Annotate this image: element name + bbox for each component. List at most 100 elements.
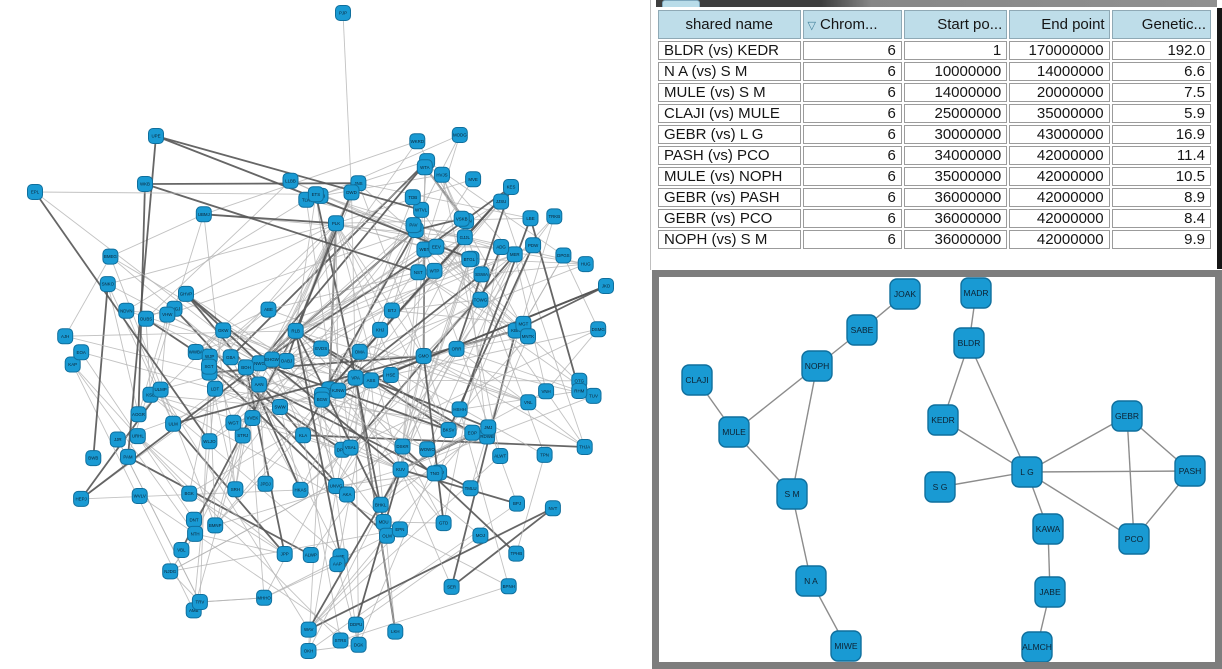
node-shape[interactable] [681, 364, 713, 396]
detail-network-canvas[interactable]: JOAK MADR SABE NOPH CLAJI MULE BLDR KEDR GEBR L G… [659, 277, 1215, 662]
network-node[interactable]: ADG [493, 239, 510, 255]
network-node[interactable]: VSAL [342, 439, 359, 456]
network-node[interactable]: BWB [85, 450, 102, 467]
network-node[interactable]: NJDG [162, 563, 179, 580]
network-node[interactable]: HSE [382, 367, 399, 383]
column-header-start-position[interactable]: Start po... [903, 10, 1008, 39]
network-node[interactable]: OABJ [278, 353, 295, 369]
node-shape[interactable] [1118, 523, 1150, 555]
network-node[interactable]: STRJ [234, 427, 251, 444]
node-s-m[interactable]: S M [776, 478, 808, 510]
network-node[interactable]: UBMJ [195, 206, 212, 223]
network-node[interactable]: WTA [416, 159, 433, 176]
network-node[interactable]: JJR [109, 431, 126, 448]
network-node[interactable]: GMO [415, 348, 432, 364]
network-node[interactable]: VVEK [244, 410, 261, 426]
network-node[interactable]: ETS [307, 186, 324, 203]
network-node[interactable]: TRV [191, 594, 208, 610]
node-shape[interactable] [795, 565, 827, 597]
table-row[interactable]: N A (vs) S M 6 10000000 14000000 6.6 [658, 62, 1211, 81]
node-joak[interactable]: JOAK [889, 278, 921, 310]
network-node[interactable]: PDW [525, 237, 542, 254]
network-node[interactable]: EPN [391, 521, 408, 538]
table-row[interactable]: NOPH (vs) S M 6 36000000 42000000 9.9 [658, 230, 1211, 249]
network-node[interactable]: OUBS [138, 310, 154, 327]
node-shape[interactable] [1011, 456, 1043, 488]
network-node[interactable]: MODG [451, 127, 468, 143]
node-n-a[interactable]: N A [795, 565, 827, 597]
column-header-chromosome[interactable]: ▽ Chrom... [802, 10, 902, 39]
network-node[interactable]: GTD [435, 515, 452, 532]
network-node[interactable]: KLA [295, 427, 312, 444]
network-node[interactable]: KAP [64, 356, 81, 373]
network-node[interactable]: VSKB [453, 210, 470, 227]
network-node[interactable]: AJH [57, 328, 74, 345]
node-shape[interactable] [830, 630, 862, 662]
network-node[interactable]: JMJ [480, 419, 497, 436]
table-row[interactable]: GEBR (vs) PASH 6 36000000 42000000 8.9 [658, 188, 1211, 207]
network-node[interactable]: KHJ [372, 321, 389, 338]
network-node[interactable]: LBE [522, 210, 539, 227]
node-shape[interactable] [924, 471, 956, 503]
network-node[interactable]: HSHH [451, 401, 468, 418]
network-node[interactable]: DDPU [348, 616, 365, 633]
overview-nodes[interactable]: PLKSTRJHEPJJPPORRPGUHUGMDUGBAWBTAUOPNJLW… [27, 5, 614, 659]
network-node[interactable]: AAP [329, 556, 346, 573]
node-shape[interactable] [846, 314, 878, 346]
network-node[interactable]: NDVN [118, 302, 135, 319]
network-node[interactable]: WWBA [187, 344, 204, 360]
network-node[interactable]: AAN [251, 376, 268, 393]
network-node[interactable]: HVJS [434, 166, 450, 183]
node-claji[interactable]: CLAJI [681, 364, 713, 396]
node-mule[interactable]: MULE [718, 416, 750, 448]
network-node[interactable]: JJSU [493, 193, 510, 210]
network-node[interactable]: EPL [27, 184, 43, 200]
network-node[interactable]: VHW [159, 306, 176, 323]
network-node[interactable]: TUV [585, 387, 602, 404]
network-node[interactable]: EOA [73, 344, 90, 361]
node-gebr[interactable]: GEBR [1111, 400, 1143, 432]
table-row[interactable]: GEBR (vs) L G 6 30000000 43000000 16.9 [658, 125, 1211, 144]
network-node[interactable]: WVLV [131, 488, 148, 504]
network-node[interactable]: DPGS [555, 247, 572, 264]
filter-icon[interactable]: ▽ [807, 20, 816, 32]
network-node[interactable]: WTVL [413, 201, 430, 218]
network-node[interactable]: WKRD [409, 133, 426, 150]
network-node[interactable]: DSKR [394, 438, 411, 455]
network-node[interactable]: PAM [120, 448, 136, 465]
network-node[interactable]: BPNH [500, 578, 517, 595]
network-node[interactable]: HKAS [292, 481, 309, 498]
network-node[interactable]: OMA [351, 343, 368, 360]
node-pco[interactable]: PCO [1118, 523, 1150, 555]
node-jabe[interactable]: JABE [1034, 576, 1066, 608]
network-node[interactable]: GJJL [456, 229, 473, 246]
network-node[interactable]: BGK [181, 485, 198, 502]
network-node[interactable]: NTH [187, 525, 204, 542]
network-node[interactable]: MNTK [520, 328, 536, 345]
network-node[interactable]: SRH [227, 481, 244, 498]
node-shape[interactable] [718, 416, 750, 448]
table-row[interactable]: MULE (vs) S M 6 14000000 20000000 7.5 [658, 83, 1211, 102]
network-node[interactable]: TPHB [508, 545, 525, 562]
network-node[interactable]: EVDS [313, 340, 330, 357]
network-node[interactable]: WBT [416, 241, 433, 258]
network-node[interactable]: LKH [387, 623, 404, 640]
node-shape[interactable] [1021, 631, 1053, 662]
network-node[interactable]: LLBB [282, 172, 299, 189]
node-shape[interactable] [801, 350, 833, 382]
network-node[interactable]: DGK [350, 636, 367, 653]
network-node[interactable]: PAV [405, 217, 422, 234]
node-noph[interactable]: NOPH [801, 350, 833, 382]
network-node[interactable]: VBL [173, 542, 190, 558]
node-shape[interactable] [889, 278, 921, 310]
network-node[interactable]: HEPJ [73, 490, 90, 507]
network-node[interactable]: TNO [426, 465, 443, 482]
node-shape[interactable] [960, 277, 992, 309]
network-node[interactable]: KUV [392, 461, 409, 478]
network-node[interactable]: BOH [238, 359, 254, 376]
network-node[interactable]: KJNW [330, 382, 347, 399]
network-node[interactable]: SWW [272, 399, 288, 415]
network-node[interactable]: EHGW [264, 351, 280, 368]
network-node[interactable]: VNH [538, 383, 555, 400]
network-node[interactable]: PLK [328, 215, 344, 232]
